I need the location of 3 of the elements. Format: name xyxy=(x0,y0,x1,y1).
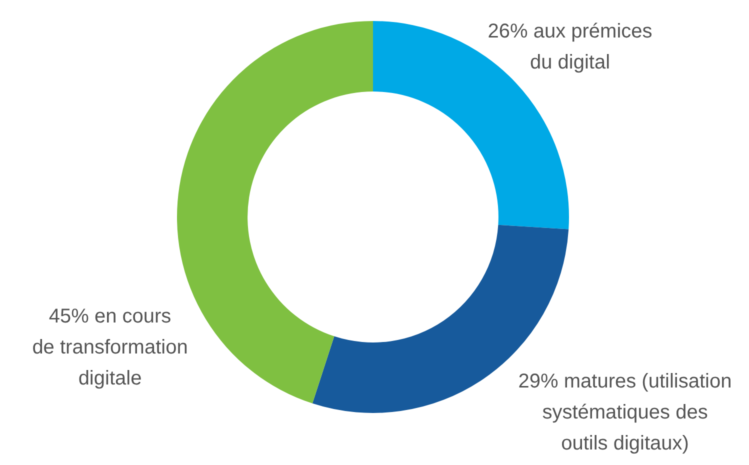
slice-label: 29% matures (utilisation systématiques des outils digitaux) xyxy=(518,370,732,455)
slice-label: 45% en cours de transformation digitale xyxy=(32,306,188,390)
slice-label: 26% aux prémices du digital xyxy=(488,20,652,74)
